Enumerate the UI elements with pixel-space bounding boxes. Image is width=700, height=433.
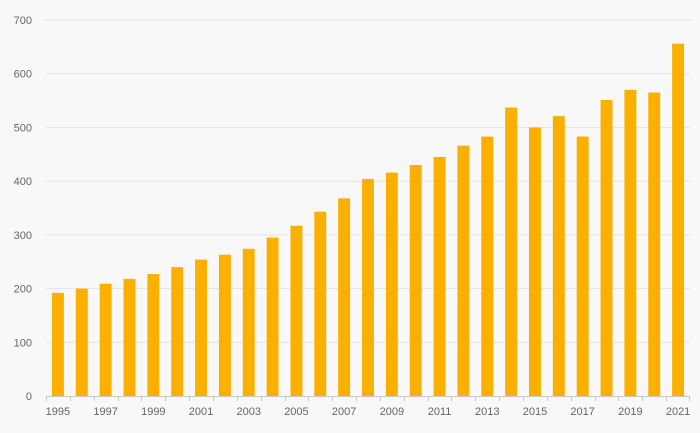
bar-1999	[147, 274, 160, 396]
bar-2012	[457, 145, 470, 396]
bar-2019	[624, 89, 637, 396]
bars	[51, 43, 685, 397]
x-tick-label: 2019	[618, 406, 642, 418]
y-tick-label: 300	[14, 230, 32, 242]
bar-1997	[99, 283, 112, 396]
x-tick-label: 2005	[284, 406, 308, 418]
x-tick-label: 2007	[332, 406, 356, 418]
x-tick-label: 1999	[141, 406, 165, 418]
x-tick-label: 1997	[93, 406, 117, 418]
bar-2011	[433, 156, 446, 396]
bar-2016	[552, 116, 565, 397]
bar-2014	[505, 107, 518, 396]
bar-2007	[338, 198, 351, 396]
bar-2000	[171, 267, 184, 396]
bar-2020	[648, 92, 661, 396]
bar-2009	[385, 172, 398, 396]
x-tick-label: 2011	[428, 406, 452, 418]
y-tick-label: 200	[14, 284, 32, 296]
x-tick-label: 2009	[380, 406, 404, 418]
bar-2013	[481, 136, 494, 396]
bar-2001	[195, 259, 207, 396]
bar-2021	[672, 43, 685, 397]
y-tick-label: 0	[26, 391, 32, 403]
bar-1998	[123, 278, 136, 396]
bar-2017	[576, 136, 589, 396]
y-tick-label: 700	[14, 15, 32, 27]
y-tick-label: 100	[14, 337, 32, 349]
x-tick-label: 2015	[523, 406, 547, 418]
bar-2006	[314, 211, 327, 396]
y-tick-label: 400	[14, 176, 32, 188]
bar-1996	[75, 288, 88, 396]
bar-2008	[362, 178, 374, 396]
x-tick-label: 2013	[475, 406, 499, 418]
bar-2004	[266, 237, 279, 396]
y-tick-label: 600	[14, 69, 32, 81]
bar-1995	[51, 292, 64, 396]
bar-2003	[242, 248, 255, 396]
bar-2015	[529, 127, 541, 396]
x-tick-label: 2003	[236, 406, 260, 418]
x-tick-label: 1995	[46, 406, 70, 418]
bar-2010	[409, 165, 422, 396]
x-tick-label: 2017	[570, 406, 594, 418]
bar-2005	[290, 225, 303, 396]
x-tick-label: 2021	[666, 406, 690, 418]
y-axis-tick-labels: 0 100 200 300 400 500 600 700	[14, 15, 32, 403]
x-axis	[46, 396, 690, 401]
x-axis-tick-labels: 1995 1997 1999 2001 2003 2005 2007 2009 2011 2013…	[46, 406, 691, 418]
bar-2018	[600, 100, 613, 396]
x-tick-label: 2001	[189, 406, 213, 418]
bar-2002	[218, 254, 231, 396]
y-tick-label: 500	[14, 122, 32, 134]
